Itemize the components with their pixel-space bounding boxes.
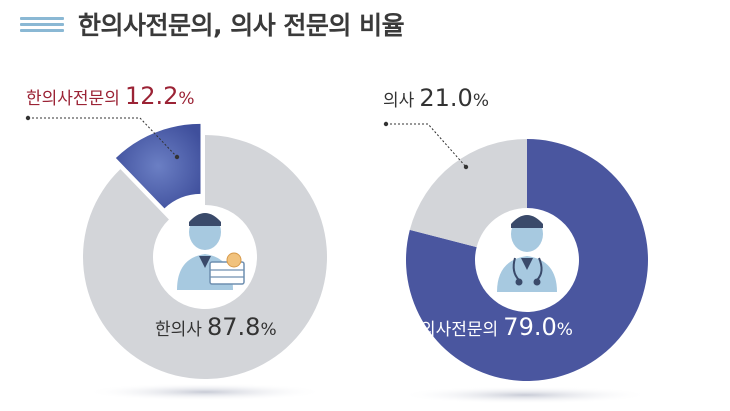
left-leader-line-dot — [174, 154, 180, 160]
label-left-highlight: 한의사전문의 12.2% — [26, 82, 195, 110]
label-left-main-value: 87.8 — [207, 313, 261, 341]
label-right-main-unit: % — [556, 320, 573, 340]
label-right-main-value: 79.0 — [503, 313, 557, 341]
right-leader-line-dot — [383, 121, 389, 127]
label-left-main-unit: % — [260, 320, 277, 340]
page-header: 한의사전문의, 의사 전문의 비율 — [20, 6, 405, 42]
label-right-minor-value: 21.0 — [419, 84, 473, 112]
label-right-main: 의사전문의 79.0% — [420, 313, 573, 341]
left-slice-hanuisa — [82, 135, 327, 379]
title-bars-icon — [20, 15, 64, 33]
page-title: 한의사전문의, 의사 전문의 비율 — [78, 11, 405, 40]
left-chart-shadow — [85, 383, 325, 401]
left-slice-hanuisa-jeonmunui — [115, 123, 201, 209]
label-left-main-name: 한의사 — [155, 320, 202, 340]
label-left-highlight-value: 12.2 — [124, 82, 179, 110]
right-chart-shadow — [400, 386, 650, 404]
right-leader-line — [386, 123, 467, 168]
label-left-main: 한의사 87.8% — [155, 313, 277, 341]
label-right-minor-name: 의사 — [383, 91, 415, 111]
left-leader-line-dot — [25, 115, 31, 121]
right-slice-uisa — [409, 139, 527, 248]
label-right-minor-unit: % — [472, 91, 489, 111]
left-leader-line — [28, 117, 178, 158]
label-left-highlight-name: 한의사전문의 — [26, 89, 120, 109]
right-slice-uisa-jeonmunui — [406, 139, 649, 381]
label-right-minor: 의사 21.0% — [383, 84, 489, 112]
label-left-highlight-unit: % — [178, 89, 195, 109]
right-leader-line-dot — [463, 164, 469, 170]
doctor-stethoscope-icon — [479, 212, 575, 308]
label-right-main-name: 의사전문의 — [420, 320, 499, 340]
korean-medicine-doctor-icon — [157, 209, 253, 305]
